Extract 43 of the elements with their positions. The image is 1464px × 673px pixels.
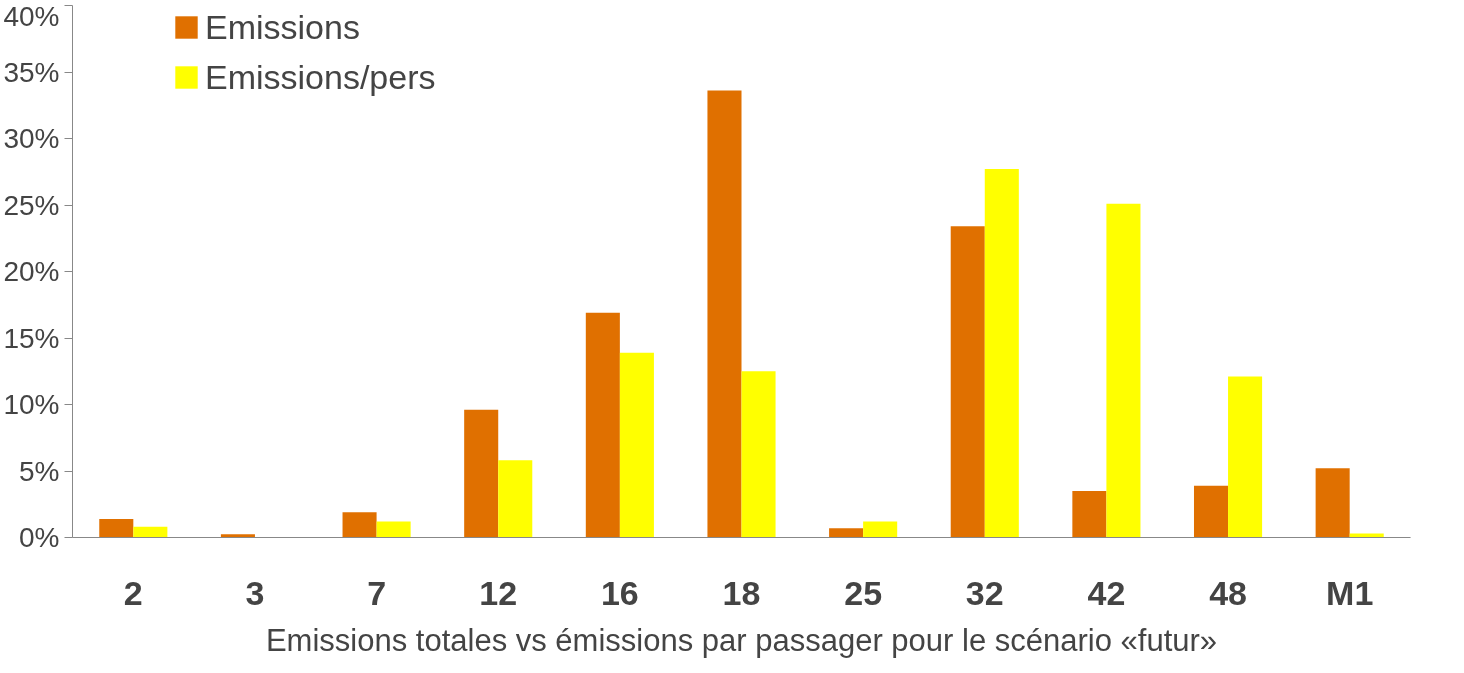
- bar: [863, 521, 898, 538]
- bar: [619, 352, 654, 538]
- bar: [1106, 203, 1141, 538]
- x-tick-label: 42: [1087, 573, 1126, 612]
- x-tick-label: 7: [367, 573, 387, 612]
- x-tick-label: 32: [965, 573, 1004, 612]
- y-tick-label: 5%: [19, 455, 60, 487]
- x-tick-label: 25: [844, 573, 883, 612]
- x-tick-label: 18: [722, 573, 761, 612]
- y-tick-label: 20%: [3, 256, 60, 287]
- bar: [1315, 468, 1350, 538]
- y-tick-label: 15%: [3, 322, 60, 354]
- y-tick-label: 35%: [3, 56, 60, 88]
- bar: [984, 169, 1019, 538]
- bar: [741, 371, 776, 538]
- bar: [950, 226, 985, 538]
- bar: [498, 460, 533, 538]
- y-tick-label: 30%: [3, 123, 60, 154]
- bar: [585, 312, 620, 538]
- bar: [829, 528, 864, 538]
- y-tick-label: 0%: [19, 522, 60, 553]
- x-tick-label: 3: [245, 573, 265, 612]
- x-tick-label: 2: [123, 573, 143, 612]
- bar: [1228, 376, 1263, 538]
- x-tick-label: 12: [479, 573, 518, 612]
- y-tick-label: 40%: [3, 0, 60, 32]
- bar: [133, 526, 168, 538]
- bar: [1072, 490, 1107, 538]
- x-tick-label: M1: [1326, 573, 1374, 612]
- bar: [99, 518, 134, 538]
- x-axis-title: Emissions totales vs émissions par passager pour le scénario «futur»: [265, 622, 1218, 658]
- x-tick-label: 48: [1209, 573, 1247, 612]
- bar: [376, 521, 411, 538]
- y-tick-label: 25%: [3, 189, 60, 221]
- bar: [220, 534, 255, 538]
- legend-label: Emissions: [205, 7, 360, 47]
- bar: [342, 512, 377, 538]
- bar: [707, 90, 742, 538]
- bar: [1193, 485, 1229, 538]
- y-tick-label: 10%: [3, 389, 60, 420]
- bar: [464, 409, 499, 538]
- x-tick-label: 16: [600, 573, 639, 612]
- legend-label: Emissions/pers: [205, 57, 436, 97]
